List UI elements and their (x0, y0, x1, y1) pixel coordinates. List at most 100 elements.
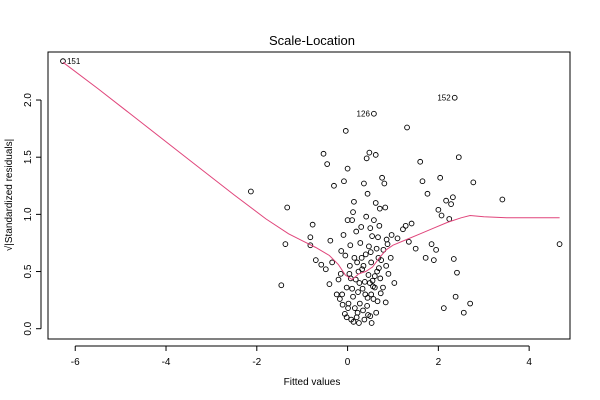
x-tick-label: -2 (252, 357, 261, 368)
x-tick-label: 4 (526, 357, 532, 368)
data-point (360, 262, 367, 269)
data-point (372, 200, 379, 206)
data-point (349, 217, 355, 223)
data-point (370, 296, 377, 302)
data-point (435, 206, 442, 213)
data-point (343, 284, 350, 291)
data-point (361, 278, 368, 285)
data-point (350, 293, 356, 300)
data-point (322, 266, 329, 273)
data-point (356, 300, 363, 307)
data-point (467, 300, 473, 307)
data-point (312, 257, 319, 263)
data-point (327, 237, 334, 244)
chart-title: Scale-Location (269, 33, 355, 48)
data-point (307, 242, 314, 249)
data-point (433, 246, 439, 253)
data-point (367, 225, 374, 231)
data-point (368, 291, 375, 298)
x-axis-label: Fitted values (284, 377, 341, 388)
data-point (354, 309, 361, 316)
data-point (366, 280, 373, 286)
y-tick-label: 0.5 (23, 264, 34, 278)
data-point (356, 320, 362, 326)
data-point (443, 197, 449, 204)
data-point (320, 150, 327, 157)
data-point (337, 270, 344, 277)
x-tick-label: -4 (162, 357, 171, 368)
data-point (382, 204, 389, 211)
data-point (338, 248, 345, 254)
data-point (424, 190, 431, 197)
data-point (556, 241, 563, 247)
data-point (342, 128, 349, 134)
data-point (376, 222, 383, 229)
data-point (363, 213, 370, 220)
data-point (404, 124, 410, 131)
data-point (374, 268, 380, 275)
data-point (384, 241, 391, 247)
data-point (440, 305, 447, 311)
data-point (419, 178, 426, 185)
data-point (365, 312, 371, 318)
data-point (351, 305, 358, 311)
data-point (331, 182, 337, 189)
y-axis: 0.0 0.5 1.0 1.5 2.0 (23, 93, 42, 336)
data-point (376, 205, 383, 212)
data-point (452, 293, 459, 300)
data-point (339, 301, 346, 308)
data-point (341, 178, 347, 185)
data-point (355, 289, 361, 295)
data-point (318, 261, 325, 268)
data-point (350, 318, 357, 325)
y-tick-label: 2.0 (23, 93, 34, 107)
x-tick-label: 0 (345, 357, 351, 368)
data-point (451, 94, 458, 101)
data-point (340, 232, 347, 238)
data-point (342, 252, 349, 259)
data-point (60, 58, 66, 64)
data-point (364, 190, 371, 197)
data-point (372, 152, 379, 158)
data-point (365, 272, 372, 278)
data-point (383, 236, 390, 243)
data-point (284, 204, 291, 211)
data-point (499, 196, 506, 203)
data-point (368, 320, 375, 326)
data-point (408, 220, 415, 227)
data-point (412, 245, 419, 252)
y-tick-label: 0.0 (23, 321, 34, 335)
data-point (346, 270, 353, 277)
data-point (353, 228, 360, 235)
data-point (400, 226, 406, 233)
outlier-label: 152 (437, 94, 451, 103)
data-point (326, 281, 333, 287)
data-point (371, 273, 378, 279)
data-point (450, 256, 457, 262)
data-point (345, 300, 352, 307)
data-point (358, 254, 365, 261)
data-point (381, 180, 388, 187)
data-point (329, 259, 335, 266)
x-tick-label: -6 (71, 357, 80, 368)
y-tick-label: 1.0 (23, 207, 34, 221)
data-point (353, 314, 360, 321)
data-point (361, 316, 368, 323)
data-point (373, 309, 380, 316)
data-point (366, 149, 373, 156)
data-point (282, 241, 289, 247)
data-point (460, 309, 467, 316)
x-tick-label: 2 (436, 357, 442, 368)
data-point (382, 299, 389, 306)
data-point (339, 291, 345, 298)
outlier-label: 151 (67, 57, 81, 66)
data-point (448, 201, 454, 207)
outlier-label: 126 (357, 110, 371, 119)
data-point (357, 240, 364, 246)
data-point (364, 302, 370, 309)
plot-frame (47, 51, 571, 340)
data-point (368, 259, 375, 266)
data-point (369, 233, 375, 239)
data-point (347, 242, 354, 249)
data-point (361, 180, 367, 187)
